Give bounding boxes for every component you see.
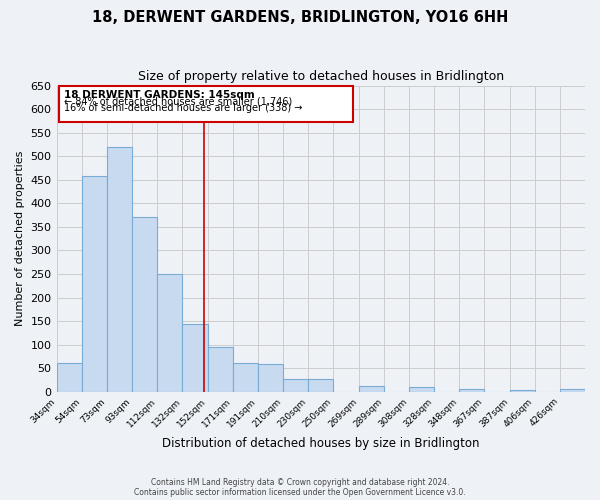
Bar [82,176,107,392]
Bar [560,390,585,392]
Text: 18 DERWENT GARDENS: 145sqm: 18 DERWENT GARDENS: 145sqm [64,90,255,101]
Text: 18, DERWENT GARDENS, BRIDLINGTON, YO16 6HH: 18, DERWENT GARDENS, BRIDLINGTON, YO16 6… [92,10,508,25]
Text: Contains HM Land Registry data © Crown copyright and database right 2024.
Contai: Contains HM Land Registry data © Crown c… [134,478,466,497]
Bar [308,378,334,392]
X-axis label: Distribution of detached houses by size in Bridlington: Distribution of detached houses by size … [162,437,479,450]
Bar [233,362,258,392]
Bar [258,364,283,392]
Bar [132,218,157,392]
Bar [359,386,383,392]
Bar [509,390,535,392]
Text: 16% of semi-detached houses are larger (338) →: 16% of semi-detached houses are larger (… [64,104,303,114]
Bar [182,324,208,392]
Bar [107,148,132,392]
Bar [459,390,484,392]
Bar [56,362,82,392]
Bar [208,347,233,392]
FancyBboxPatch shape [59,86,353,122]
Bar [157,274,182,392]
Bar [409,387,434,392]
Y-axis label: Number of detached properties: Number of detached properties [15,151,25,326]
Text: ← 84% of detached houses are smaller (1,746): ← 84% of detached houses are smaller (1,… [64,97,293,107]
Title: Size of property relative to detached houses in Bridlington: Size of property relative to detached ho… [138,70,504,83]
Bar [283,378,308,392]
